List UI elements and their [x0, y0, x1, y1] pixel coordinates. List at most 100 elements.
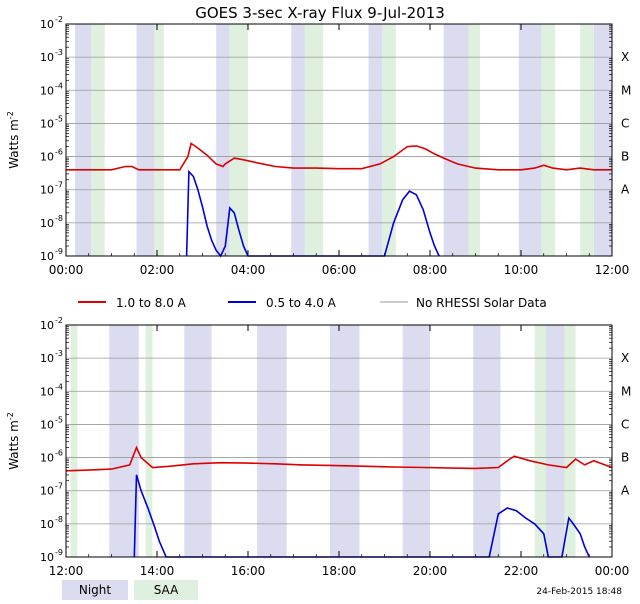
flare-class-label: M: [621, 83, 631, 97]
y-tick-label: 10: [40, 184, 54, 197]
flare-class-label: B: [621, 451, 629, 465]
night-band: [109, 325, 139, 557]
night-band: [473, 325, 501, 557]
saa-band: [229, 24, 248, 256]
night-band: [136, 24, 155, 256]
night-band: [291, 24, 305, 256]
y-axis-title: Watts m-2: [6, 111, 21, 169]
night-swatch: [62, 580, 128, 600]
y-tick-exponent: -3: [55, 349, 63, 358]
x-tick-label: 00:00: [595, 564, 630, 578]
flare-class-label: C: [621, 417, 629, 431]
shading-legend: Night SAA 24-Feb-2015 18:48: [62, 580, 622, 600]
y-tick-label: 10: [40, 217, 54, 230]
plot-frame: [65, 23, 613, 257]
x-tick-label: 02:00: [140, 263, 175, 277]
y-tick-label: 10: [40, 551, 54, 564]
y-tick-exponent: -2: [55, 15, 63, 24]
flare-class-label: A: [621, 183, 630, 197]
legend-label-rhessi: No RHESSI Solar Data: [416, 296, 547, 310]
legend-label-low: 1.0 to 8.0 A: [116, 296, 187, 310]
night-band: [518, 24, 542, 256]
y-tick-label: 10: [40, 51, 54, 64]
flare-class-label: M: [621, 384, 631, 398]
saa-label: SAA: [154, 583, 179, 597]
night-band: [402, 325, 430, 557]
x-tick-label: 12:00: [595, 263, 630, 277]
series-line-short: [185, 169, 440, 258]
night-band: [257, 325, 287, 557]
y-tick-label: 10: [40, 385, 54, 398]
saa-band: [541, 24, 556, 256]
saa-band: [580, 24, 594, 256]
y-tick-label: 10: [40, 250, 54, 263]
saa-band: [91, 24, 105, 256]
y-tick-exponent: -2: [55, 316, 63, 325]
x-tick-label: 08:00: [413, 263, 448, 277]
y-tick-exponent: -4: [55, 382, 63, 391]
y-tick-exponent: -6: [55, 148, 63, 157]
legend-label-high: 0.5 to 4.0 A: [266, 296, 337, 310]
y-tick-label: 10: [40, 18, 54, 31]
y-tick-label: 10: [40, 117, 54, 130]
x-tick-label: 04:00: [231, 263, 266, 277]
bottom-panel: 10-910-810-710-610-510-410-310 -2XMCBA12:…: [6, 316, 631, 578]
y-tick-exponent: -9: [55, 548, 63, 557]
flare-class-label: C: [621, 116, 629, 130]
x-tick-label: 20:00: [413, 564, 448, 578]
y-tick-label: 10: [40, 84, 54, 97]
y-tick-label: 10: [40, 418, 54, 431]
x-tick-label: 22:00: [504, 564, 539, 578]
x-tick-label: 18:00: [322, 564, 357, 578]
y-axis-title: Watts m-2: [6, 412, 21, 470]
x-tick-label: 10:00: [504, 263, 539, 277]
y-tick-exponent: -8: [55, 515, 63, 524]
timestamp: 24-Feb-2015 18:48: [536, 587, 622, 597]
plot-frame: [65, 324, 613, 558]
series-legend: 1.0 to 8.0 A 0.5 to 4.0 A No RHESSI Sola…: [78, 296, 547, 310]
x-tick-label: 06:00: [322, 263, 357, 277]
x-tick-label: 16:00: [231, 564, 266, 578]
y-axis-title-exponent: -2: [6, 111, 15, 119]
saa-band: [145, 325, 153, 557]
saa-band: [382, 24, 396, 256]
night-band: [443, 24, 469, 256]
saa-band: [154, 24, 164, 256]
saa-band: [304, 24, 324, 256]
y-tick-exponent: -6: [55, 449, 63, 458]
x-tick-label: 12:00: [49, 564, 84, 578]
y-tick-label: 10: [40, 151, 54, 164]
y-tick-label: 10: [40, 352, 54, 365]
saa-swatch: [134, 580, 198, 600]
y-tick-exponent: -3: [55, 48, 63, 57]
flare-class-label: X: [621, 50, 629, 64]
plot-title: GOES 3-sec X-ray Flux 9-Jul-2013: [195, 4, 445, 22]
saa-band: [468, 24, 481, 256]
y-tick-exponent: -5: [55, 415, 63, 424]
top-panel: 10-910-810-710-610-510-410-310 -2XMCBA00:…: [6, 15, 631, 277]
series-line-long: [65, 445, 613, 472]
y-tick-label: 10: [40, 485, 54, 498]
flare-class-label: A: [621, 484, 630, 498]
series-line-short: [133, 474, 591, 558]
saa-band: [70, 325, 78, 557]
night-band: [593, 24, 612, 256]
x-tick-label: 14:00: [140, 564, 175, 578]
y-axis-title-exponent: -2: [6, 412, 15, 420]
y-tick-label: 10: [40, 518, 54, 531]
flare-class-label: X: [621, 351, 629, 365]
y-tick-exponent: -7: [55, 482, 63, 491]
night-band: [329, 325, 360, 557]
saa-band: [564, 325, 576, 557]
y-tick-exponent: -4: [55, 81, 63, 90]
night-band: [216, 24, 230, 256]
y-tick-exponent: -9: [55, 247, 63, 256]
y-tick-label: 10: [40, 452, 54, 465]
saa-band: [534, 325, 547, 557]
y-tick-exponent: -7: [55, 181, 63, 190]
night-band: [184, 325, 212, 557]
night-label: Night: [79, 583, 112, 597]
x-tick-label: 00:00: [49, 263, 84, 277]
